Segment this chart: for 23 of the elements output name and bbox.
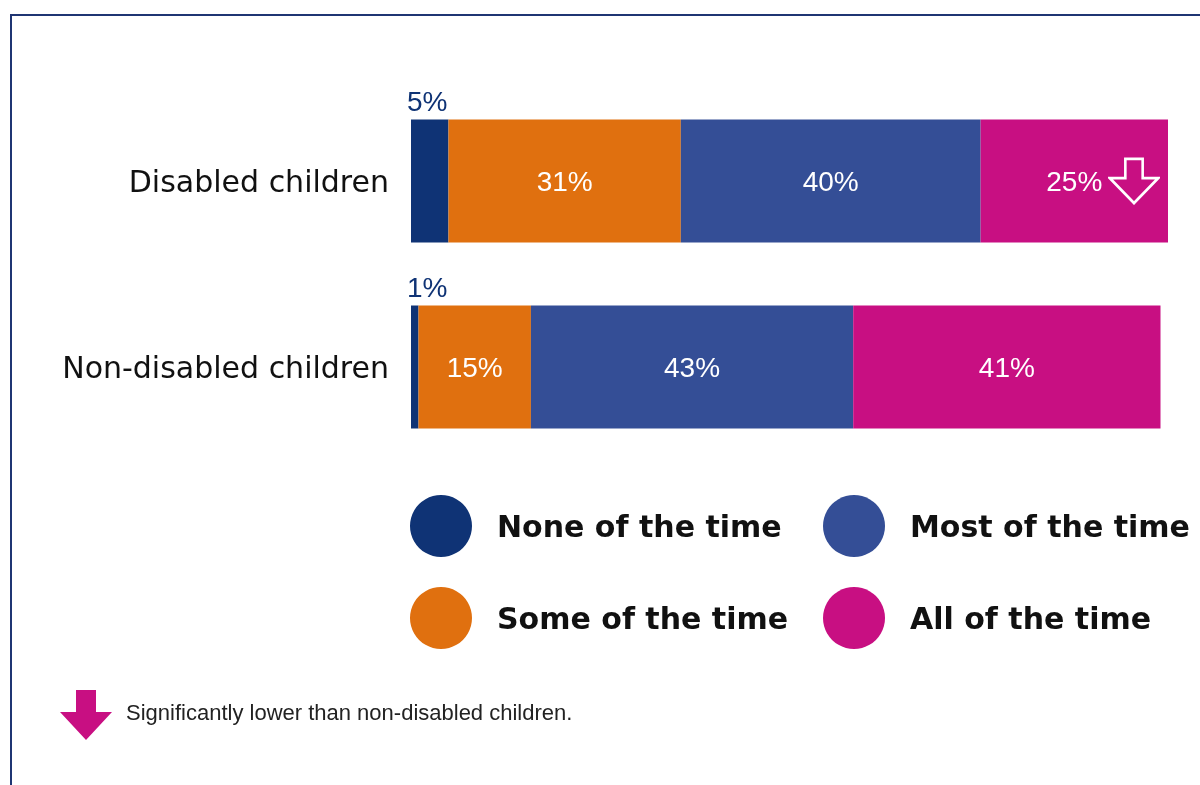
bar — [530, 305, 854, 429]
bar — [448, 119, 681, 243]
legend-label: All of the time — [910, 600, 1152, 636]
data-label: 5% — [407, 86, 448, 117]
legend-label: Most of the time — [910, 508, 1190, 544]
y-tick-label: Disabled children — [128, 163, 389, 199]
legend-label: None of the time — [497, 508, 782, 544]
data-label: 40% — [802, 165, 859, 197]
bar — [411, 119, 449, 243]
data-label: 1% — [407, 272, 448, 303]
y-tick-label: Non-disabled children — [62, 349, 389, 385]
bar — [853, 305, 1161, 429]
data-label: 43% — [664, 351, 721, 383]
data-label: 41% — [978, 351, 1035, 383]
legend-label: Some of the time — [497, 600, 789, 636]
bar — [680, 119, 981, 243]
data-label: 15% — [446, 351, 503, 383]
bar — [411, 305, 419, 429]
data-label: 25% — [1046, 165, 1103, 197]
bar — [980, 119, 1168, 243]
data-label: 31% — [536, 165, 593, 197]
bar — [418, 305, 531, 429]
text: Significantly lower than non-disabled children. — [126, 700, 573, 726]
